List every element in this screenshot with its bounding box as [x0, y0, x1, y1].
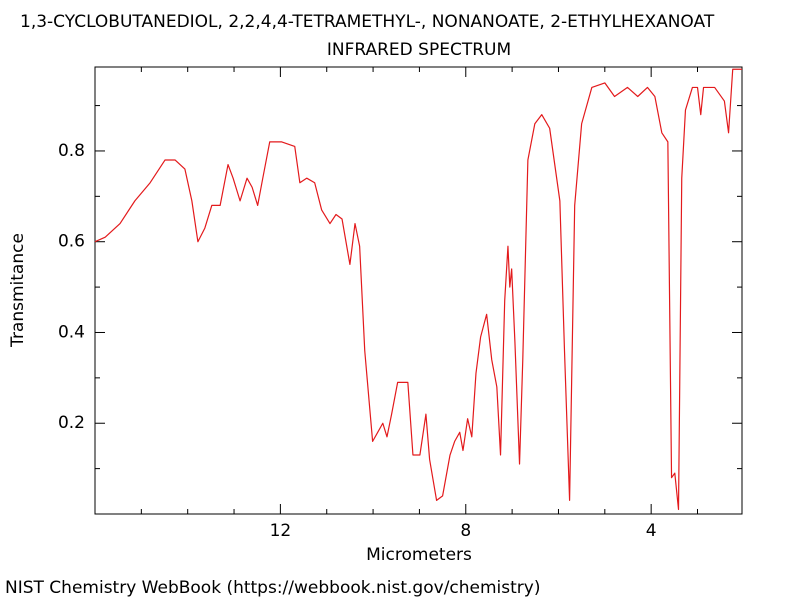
y-tick-label: 0.4 — [58, 322, 85, 342]
x-tick-label: 8 — [460, 521, 471, 541]
x-tick-label: 12 — [270, 521, 292, 541]
spectrum-line — [94, 68, 742, 511]
chart-subtitle: INFRARED SPECTRUM — [327, 40, 511, 60]
x-tick-label: 4 — [646, 521, 657, 541]
x-axis-label: Micrometers — [366, 545, 472, 565]
y-axis-label: Transmitance — [8, 233, 28, 348]
y-tick-label: 0.8 — [58, 141, 85, 161]
y-tick-label: 0.6 — [58, 232, 85, 252]
chart-title: 1,3-CYCLOBUTANEDIOL, 2,2,4,4-TETRAMETHYL… — [20, 12, 715, 32]
plot-frame — [94, 66, 743, 515]
y-tick-label: 0.2 — [58, 413, 85, 433]
footer: NIST Chemistry WebBook (https://webbook.… — [5, 578, 540, 598]
